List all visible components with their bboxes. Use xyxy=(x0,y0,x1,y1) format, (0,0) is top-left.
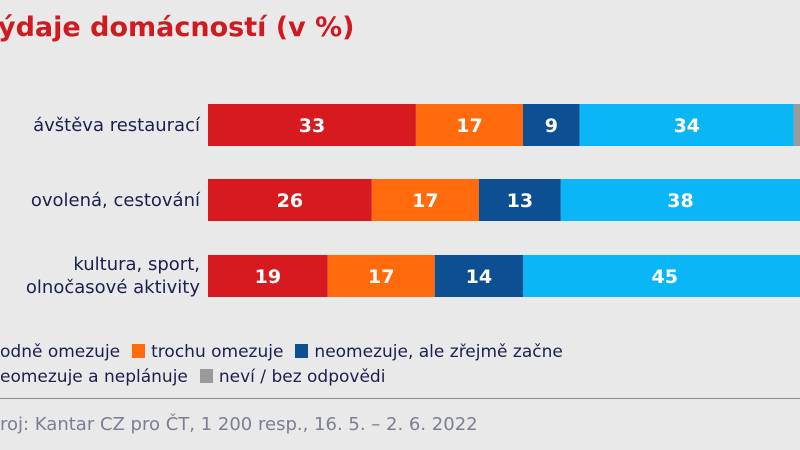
bar-segment xyxy=(208,255,328,297)
data-label: 17 xyxy=(412,190,438,212)
legend-row-1: odně omezuje trochu omezuje neomezuje, ale… xyxy=(0,342,563,362)
legend-swatch-1 xyxy=(132,344,146,358)
category-label-line: kultura, sport, xyxy=(73,254,200,275)
legend-item-2: neomezuje, ale zřejmě začne xyxy=(314,342,563,362)
data-label: 38 xyxy=(667,190,693,212)
data-label: 34 xyxy=(674,115,700,137)
bar-segment xyxy=(208,179,372,221)
legend-swatch-2 xyxy=(295,344,309,358)
legend-row-2: eomezuje a neplánuje neví / bez odpovědi xyxy=(0,367,385,387)
bar-segment xyxy=(523,255,800,297)
data-label: 13 xyxy=(507,190,533,212)
bar-segment xyxy=(415,104,523,146)
bar-segment xyxy=(434,255,523,297)
category-label: ovolená, cestování xyxy=(31,189,200,212)
category-label-line: ávštěva restaurací xyxy=(33,114,200,136)
bar-segment xyxy=(371,179,479,221)
legend-item-0: odně omezuje xyxy=(0,342,121,362)
legend-item-1: trochu omezuje xyxy=(151,342,284,362)
bar-segment xyxy=(478,179,561,221)
category-label-line: ovolená, cestování xyxy=(30,189,200,211)
data-label: 9 xyxy=(545,115,558,137)
category-label-line: olnočasové aktivity xyxy=(25,277,200,298)
data-label: 19 xyxy=(255,266,281,288)
chart-title: ýdaje domácností (v %) xyxy=(0,12,355,43)
legend-item-4: neví / bez odpovědi xyxy=(218,367,386,387)
category-label: kultura, sport, olnočasové aktivity xyxy=(26,253,200,299)
bar-segment xyxy=(208,104,416,146)
data-label: 17 xyxy=(456,115,482,137)
bar-segment xyxy=(579,104,794,146)
legend-item-3: eomezuje a neplánuje xyxy=(0,367,188,387)
bar-segment xyxy=(560,179,800,221)
legend-swatch-4 xyxy=(199,369,213,383)
data-label: 26 xyxy=(277,190,303,212)
bar-segment xyxy=(523,104,580,146)
bar-segment xyxy=(327,255,435,297)
category-label: ávštěva restaurací xyxy=(33,114,200,137)
data-label: 33 xyxy=(299,115,325,137)
data-label: 14 xyxy=(466,266,492,288)
data-label: 17 xyxy=(368,266,394,288)
data-label: 45 xyxy=(652,266,678,288)
divider xyxy=(0,398,800,399)
source-note: roj: Kantar CZ pro ČT, 1 200 resp., 16. … xyxy=(0,414,478,435)
bar-segment xyxy=(793,104,800,146)
